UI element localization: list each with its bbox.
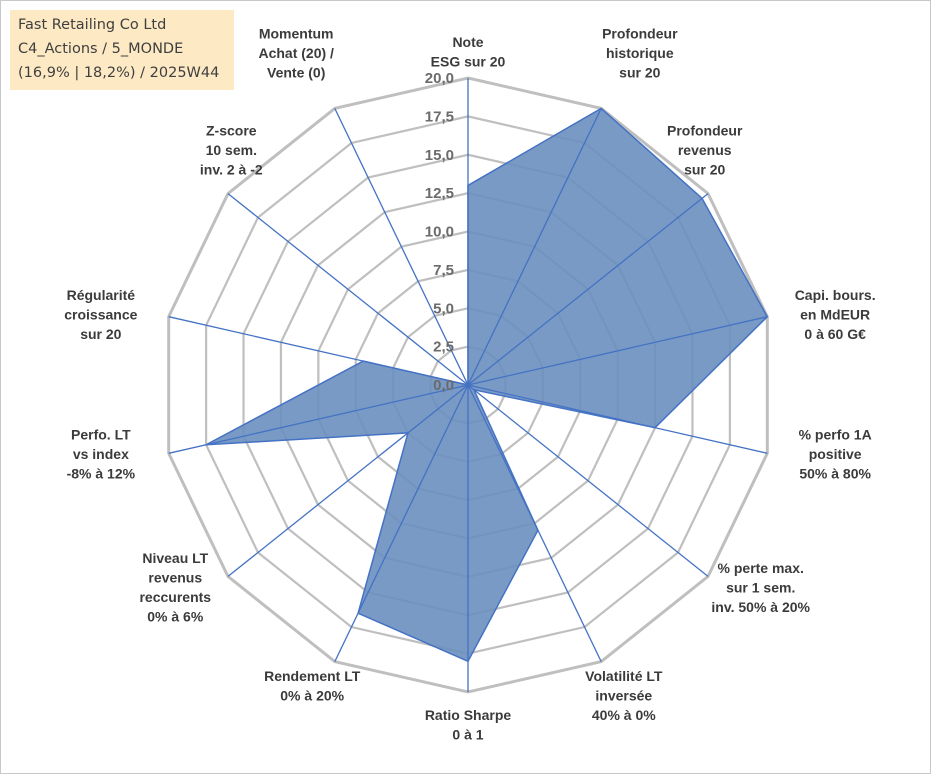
axis-label: Profondeur historique sur 20: [602, 25, 678, 80]
axis-spoke: [467, 108, 602, 386]
axis-spoke: [467, 384, 709, 577]
axis-label: % perte max. sur 1 sem. inv. 50% à 20%: [711, 560, 810, 615]
axis-spoke: [227, 193, 469, 386]
r-tick-label: 0,0: [433, 377, 454, 394]
r-tick-label: 20,0: [425, 70, 454, 87]
info-category: C4_Actions / 5_MONDE: [18, 41, 184, 57]
axis-label: Régularité croissance sur 20: [64, 287, 137, 342]
axis-label: Capi. bours. en MdEUR 0 à 60 G€: [795, 287, 876, 342]
axis-label: Perfo. LT vs index -8% à 12%: [67, 426, 136, 481]
axis-spoke: [334, 108, 469, 386]
axis-label: Rendement LT 0% à 20%: [264, 668, 361, 704]
axis-spoke: [334, 384, 469, 662]
axis-label: Profondeur revenus sur 20: [667, 122, 743, 177]
axis-label: Ratio Sharpe 0 à 1: [425, 707, 512, 743]
axis-label: Volatilité LT inversée 40% à 0%: [585, 668, 663, 723]
info-box: Fast Retailing Co Ltd C4_Actions / 5_MON…: [10, 10, 234, 90]
r-tick-label: 7,5: [433, 262, 454, 279]
r-tick-label: 5,0: [433, 300, 454, 317]
r-tick-label: 12,5: [425, 185, 454, 202]
info-stats: (16,9% | 18,2%) / 2025W44: [18, 65, 220, 81]
axis-label: Niveau LT revenus reccurents 0% à 6%: [139, 550, 211, 625]
axis-spoke: [227, 384, 469, 577]
r-tick-label: 10,0: [425, 224, 454, 241]
axis-spoke: [467, 193, 709, 386]
axis-spoke: [467, 316, 768, 386]
axis-spoke: [467, 384, 768, 454]
axis-spoke: [168, 384, 469, 454]
info-company: Fast Retailing Co Ltd: [18, 17, 167, 33]
axis-spoke: [467, 384, 602, 662]
r-tick-label: 17,5: [425, 108, 454, 125]
axis-spoke: [168, 316, 469, 386]
axis-label: Z-score 10 sem. inv. 2 à -2: [200, 122, 263, 177]
axis-label: Momentum Achat (20) / Vente (0): [258, 25, 334, 80]
r-tick-label: 15,0: [425, 147, 454, 164]
axis-label: Note ESG sur 20: [431, 34, 506, 70]
axis-label: % perfo 1A positive 50% à 80%: [799, 426, 872, 481]
series-area: [205, 107, 769, 663]
r-tick-label: 2,5: [433, 339, 454, 356]
